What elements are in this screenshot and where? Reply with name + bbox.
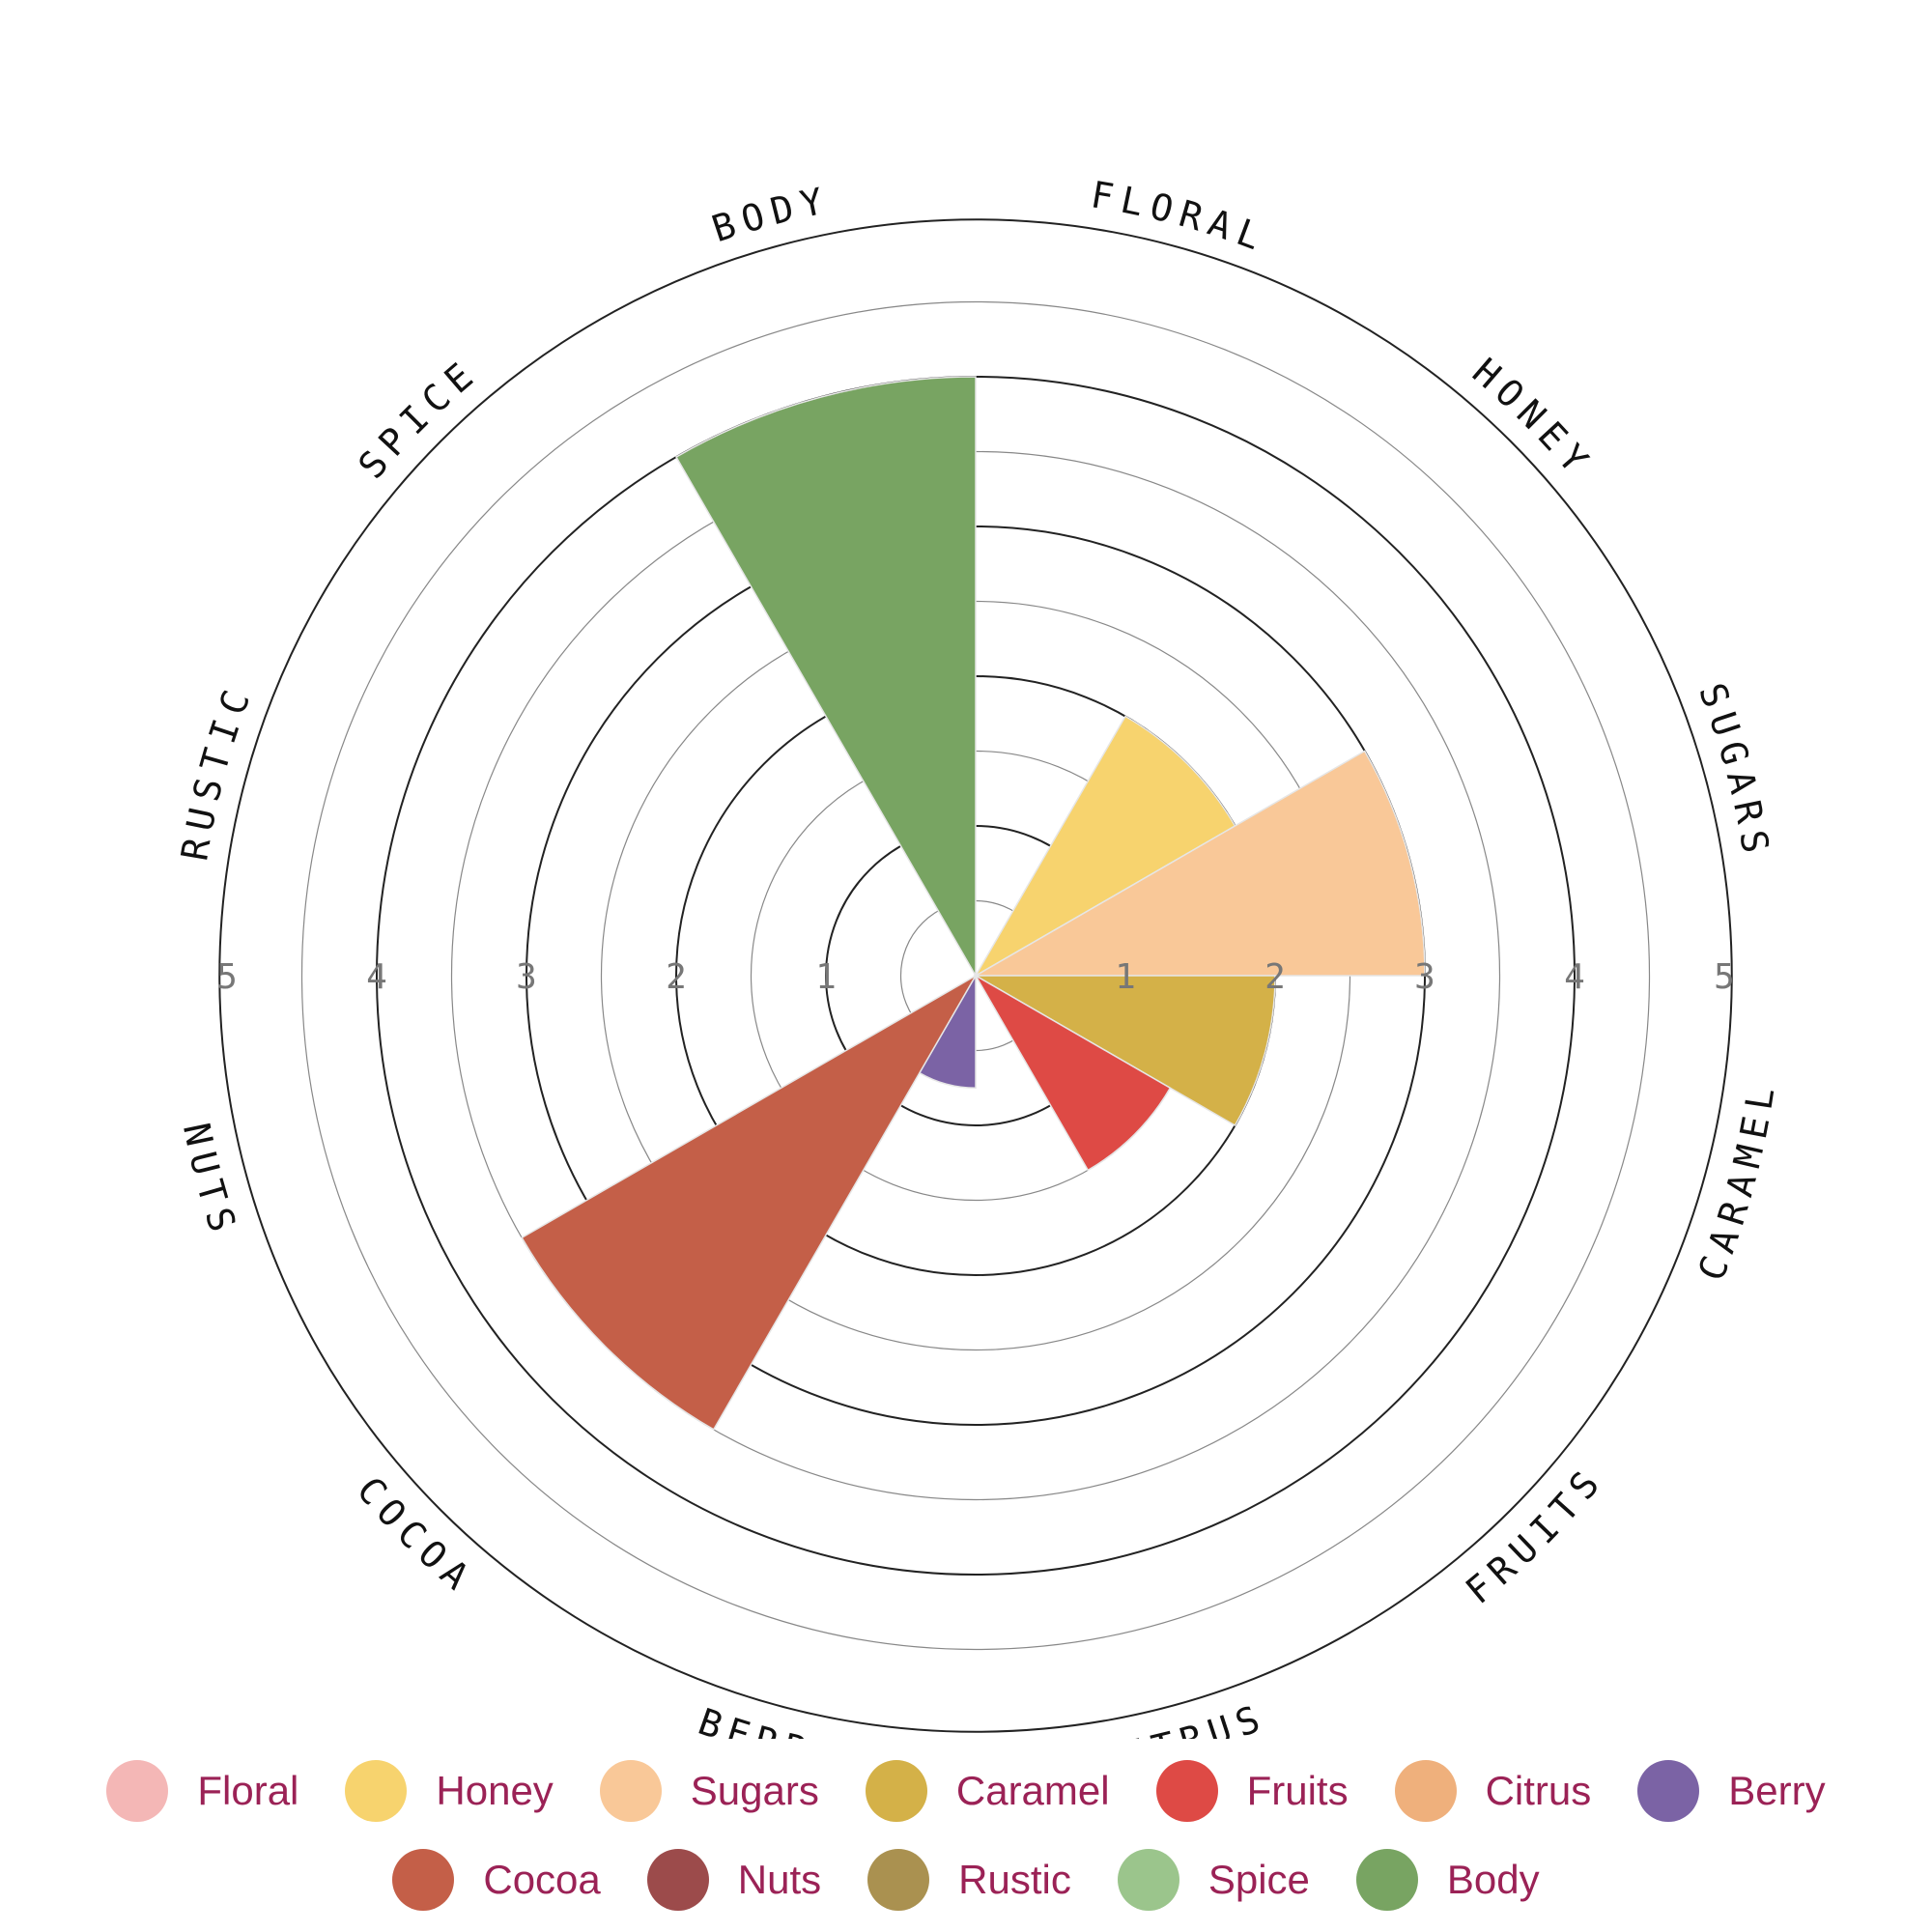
- legend-item-nuts: Nuts: [646, 1849, 822, 1911]
- legend-swatch: [345, 1760, 408, 1822]
- category-label-nuts: NUTS: [175, 1120, 246, 1244]
- polar-area-chart: 1 1 2 2 3 3 4 4 5 5 FLORALHONEYSUGARSCARAMELFRUIT…: [173, 173, 1776, 1739]
- legend-label: Berry: [1728, 1768, 1826, 1813]
- sectors: [521, 376, 1426, 1431]
- category-label-citrus: CITRUS: [1091, 1695, 1272, 1739]
- legend-swatch: [106, 1760, 169, 1822]
- grid-ring: [300, 300, 1651, 1651]
- sector-sugars: [973, 750, 1426, 977]
- tick-label: 1: [1115, 957, 1136, 997]
- category-labels: FLORALHONEYSUGARSCARAMELFRUITSCITRUSBERR…: [173, 173, 1776, 1739]
- legend-label: Honey: [436, 1768, 554, 1813]
- legend-swatch: [599, 1760, 662, 1822]
- tick-label: 4: [1564, 957, 1585, 997]
- sector-cocoa: [521, 973, 979, 1431]
- legend-swatch: [1155, 1760, 1218, 1822]
- legend-item-rustic: Rustic: [867, 1849, 1071, 1911]
- category-label-cocoa: COCOA: [349, 1468, 483, 1603]
- legend-row: Floral Honey Sugars Caramel Fruits Citrus Berr…: [0, 1747, 1932, 1835]
- legend-label: Fruits: [1246, 1768, 1349, 1813]
- legend-label: Cocoa: [483, 1857, 601, 1902]
- legend-item-citrus: Citrus: [1394, 1760, 1592, 1822]
- legend-label: Sugars: [690, 1768, 819, 1813]
- legend-swatch: [646, 1849, 709, 1911]
- legend-label: Citrus: [1485, 1768, 1592, 1813]
- legend-item-floral: Floral: [106, 1760, 298, 1822]
- legend-label: Caramel: [955, 1768, 1110, 1813]
- legend-label: Rustic: [958, 1857, 1071, 1902]
- legend-swatch: [865, 1760, 927, 1822]
- legend: Floral Honey Sugars Caramel Fruits Citrus Berr…: [0, 1747, 1932, 1924]
- legend-swatch: [1355, 1849, 1418, 1911]
- sector-body: [674, 376, 977, 979]
- legend-item-sugars: Sugars: [599, 1760, 819, 1822]
- tick-label: 4: [366, 957, 387, 997]
- legend-item-caramel: Caramel: [865, 1760, 1110, 1822]
- legend-label: Spice: [1208, 1857, 1310, 1902]
- tick-label: 1: [815, 957, 837, 997]
- legend-swatch: [392, 1849, 455, 1911]
- legend-row: Cocoa Nuts Rustic Spice Body: [0, 1835, 1932, 1924]
- radial-tick-labels: 1 1 2 2 3 3 4 4 5 5: [216, 957, 1735, 997]
- legend-item-body: Body: [1355, 1849, 1540, 1911]
- legend-label: Nuts: [737, 1857, 822, 1902]
- legend-swatch: [1637, 1760, 1700, 1822]
- tick-label: 2: [1264, 957, 1286, 997]
- legend-item-cocoa: Cocoa: [392, 1849, 601, 1911]
- legend-item-fruits: Fruits: [1155, 1760, 1349, 1822]
- legend-item-berry: Berry: [1637, 1760, 1826, 1822]
- legend-swatch: [1117, 1849, 1179, 1911]
- legend-swatch: [1394, 1760, 1457, 1822]
- category-label-berry: BERRY: [693, 1700, 846, 1739]
- tick-label: 3: [1414, 957, 1435, 997]
- category-label-fruits: FRUITS: [1458, 1458, 1612, 1612]
- category-label-honey: HONEY: [1464, 350, 1602, 487]
- category-label-body: BODY: [707, 179, 835, 251]
- grid-ring: [218, 218, 1733, 1733]
- category-label-spice: SPICE: [350, 350, 487, 487]
- sector-caramel: [973, 975, 1276, 1127]
- tick-label: 3: [516, 957, 537, 997]
- legend-item-spice: Spice: [1117, 1849, 1310, 1911]
- legend-label: Floral: [197, 1768, 299, 1813]
- tick-label: 5: [216, 957, 238, 997]
- legend-label: Body: [1446, 1857, 1540, 1902]
- legend-item-honey: Honey: [345, 1760, 554, 1822]
- legend-swatch: [867, 1849, 930, 1911]
- tick-label: 2: [666, 957, 687, 997]
- sector-honey: [973, 715, 1236, 979]
- tick-label: 5: [1714, 957, 1735, 997]
- sector-fruits: [973, 973, 1172, 1172]
